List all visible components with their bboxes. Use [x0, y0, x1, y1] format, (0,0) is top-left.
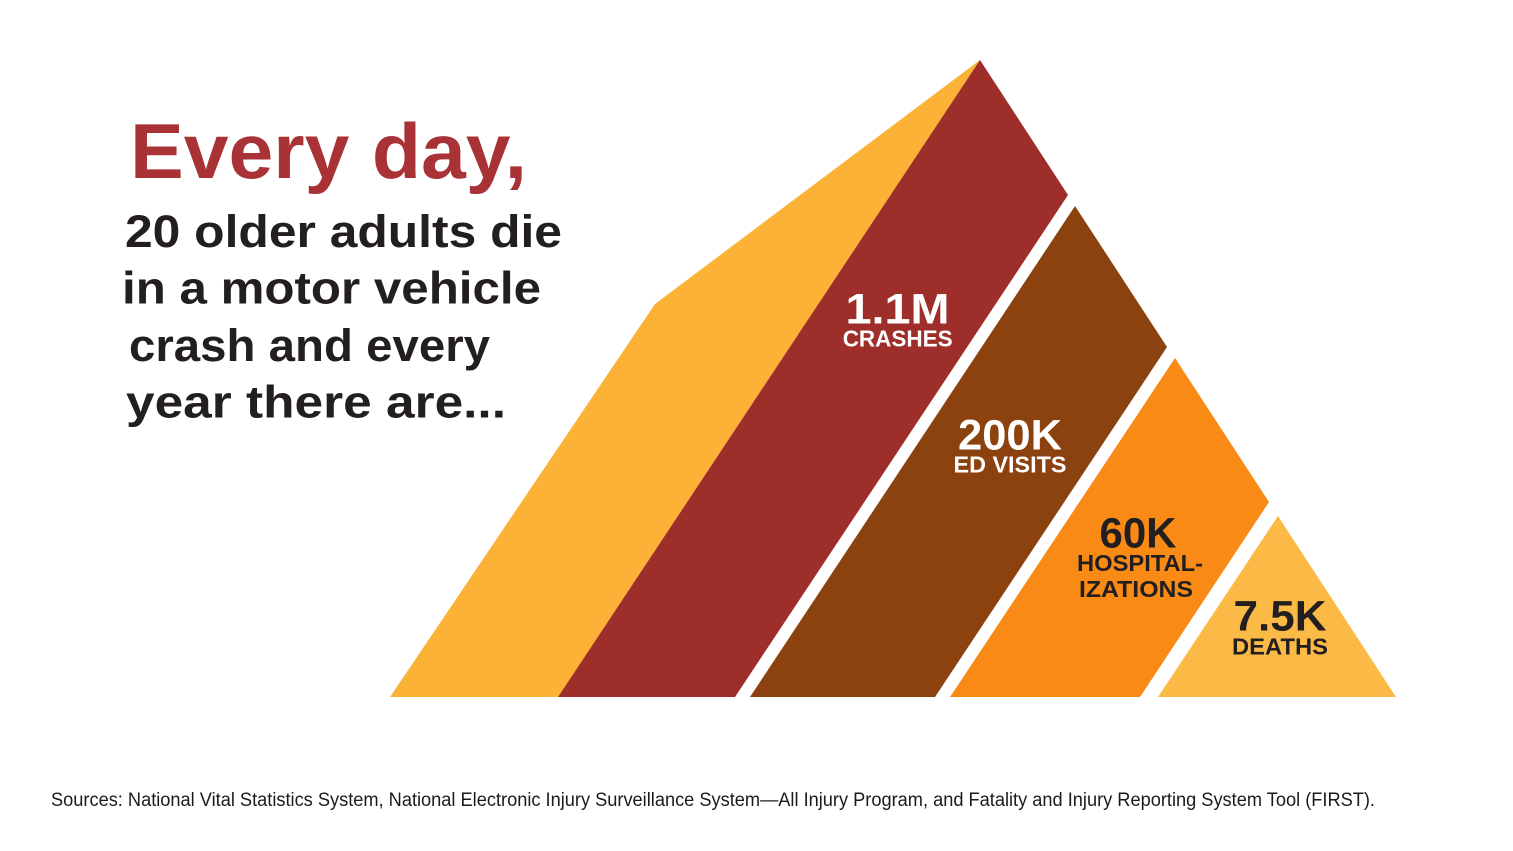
svg-text:CRASHES: CRASHES — [843, 325, 953, 351]
svg-text:HOSPITAL-: HOSPITAL- — [1077, 550, 1203, 576]
svg-text:Sources: National Vital Statis: Sources: National Vital Statistics Syste… — [51, 790, 1375, 811]
svg-text:DEATHS: DEATHS — [1232, 634, 1328, 660]
svg-text:20 older adults die: 20 older adults die — [125, 206, 562, 257]
svg-text:IZATIONS: IZATIONS — [1079, 576, 1193, 602]
svg-text:7.5K: 7.5K — [1234, 593, 1327, 641]
svg-text:crash and every: crash and every — [129, 320, 491, 371]
svg-text:in a motor vehicle: in a motor vehicle — [122, 263, 541, 314]
svg-text:Every day,: Every day, — [130, 109, 527, 195]
svg-text:ED VISITS: ED VISITS — [954, 451, 1067, 477]
svg-text:60K: 60K — [1100, 510, 1177, 558]
svg-text:200K: 200K — [958, 411, 1062, 459]
svg-text:1.1M: 1.1M — [846, 285, 950, 333]
svg-text:year there are...: year there are... — [126, 377, 506, 428]
